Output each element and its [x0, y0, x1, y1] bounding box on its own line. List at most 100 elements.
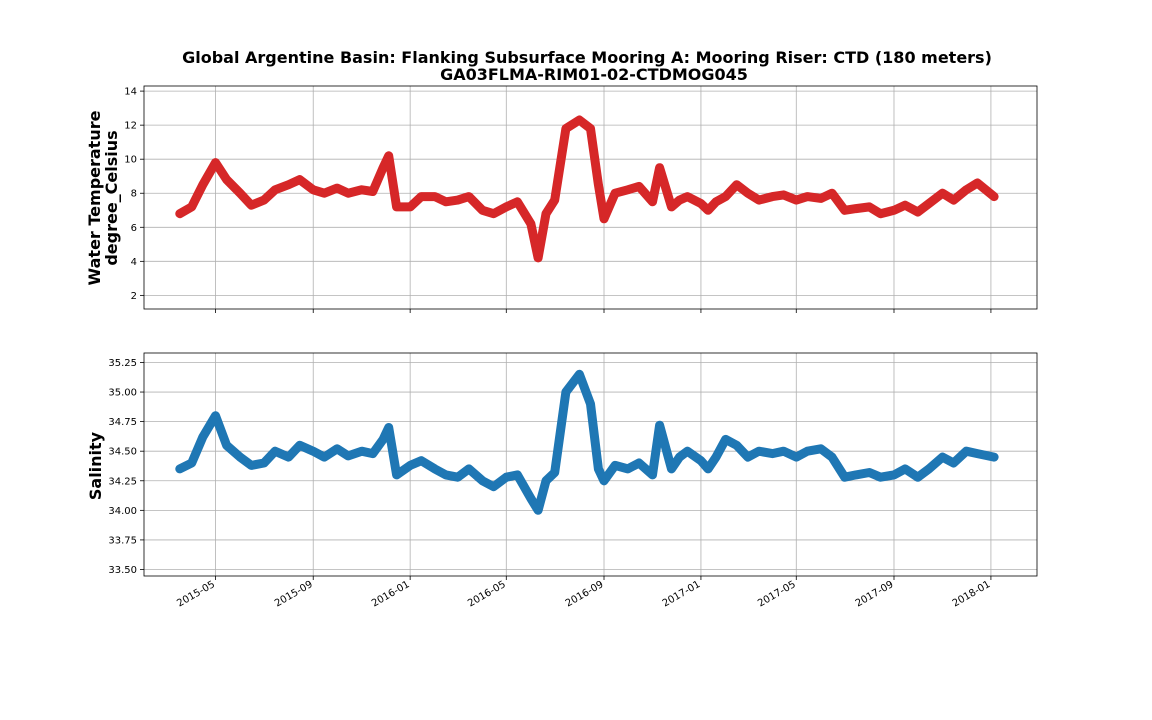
- data-point: [237, 190, 244, 197]
- data-point: [248, 202, 255, 209]
- data-point: [562, 389, 569, 396]
- y-tick-label: 35.25: [108, 358, 137, 369]
- data-point: [188, 460, 195, 467]
- data-point: [465, 465, 472, 472]
- data-point: [407, 203, 414, 210]
- data-point: [925, 200, 932, 207]
- data-point: [514, 198, 521, 205]
- data-point: [722, 193, 729, 200]
- temperature-y-ticks: 2 4 6 8 10 12 14: [124, 87, 144, 302]
- data-point: [793, 197, 800, 204]
- data-point: [744, 190, 751, 197]
- y-tick-label: 33.50: [108, 565, 137, 576]
- data-point: [713, 198, 720, 205]
- data-point: [285, 454, 292, 461]
- data-point: [334, 185, 341, 192]
- y-tick-label: 10: [124, 155, 137, 166]
- data-point: [733, 181, 740, 188]
- data-point: [866, 469, 873, 476]
- salinity-y-ticks: 33.50 33.75 34.00 34.25 34.50 34.75 35.00 35.25: [108, 358, 144, 576]
- data-point: [676, 454, 683, 461]
- data-point: [780, 191, 787, 198]
- data-point: [223, 176, 230, 183]
- data-point: [755, 197, 762, 204]
- data-point: [465, 193, 472, 200]
- data-point: [705, 465, 712, 472]
- data-point: [804, 193, 811, 200]
- x-tick-label: 2016-01: [370, 579, 412, 609]
- y-tick-label: 34.75: [108, 417, 137, 428]
- data-point: [188, 203, 195, 210]
- data-point: [635, 460, 642, 467]
- data-point: [296, 442, 303, 449]
- data-point: [407, 462, 414, 469]
- data-point: [684, 448, 691, 455]
- data-point: [877, 474, 884, 481]
- y-tick-label: 2: [131, 291, 137, 302]
- data-point: [877, 210, 884, 217]
- series-trace: [175, 115, 999, 263]
- data-point: [744, 454, 751, 461]
- data-point: [755, 448, 762, 455]
- data-point: [385, 152, 392, 159]
- data-point: [587, 400, 594, 407]
- data-point: [649, 471, 656, 478]
- data-point: [321, 190, 328, 197]
- data-point: [176, 210, 183, 217]
- data-point: [199, 433, 206, 440]
- data-point: [624, 465, 631, 472]
- data-point: [551, 197, 558, 204]
- data-point: [914, 208, 921, 215]
- data-point: [535, 254, 542, 261]
- data-point: [902, 202, 909, 209]
- data-point: [454, 474, 461, 481]
- data-point: [490, 210, 497, 217]
- chart-title: Global Argentine Basin: Flanking Subsurf…: [182, 48, 992, 67]
- data-point: [890, 471, 897, 478]
- data-point: [713, 454, 720, 461]
- x-tick-label: 2015-05: [175, 579, 217, 609]
- chart-subtitle: GA03FLMA-RIM01-02-CTDMOG045: [440, 65, 748, 84]
- y-tick-label: 34.50: [108, 447, 137, 458]
- data-point: [612, 462, 619, 469]
- data-point: [817, 445, 824, 452]
- data-point: [358, 186, 365, 193]
- data-point: [656, 422, 663, 429]
- data-point: [624, 186, 631, 193]
- data-point: [841, 207, 848, 214]
- data-point: [212, 159, 219, 166]
- data-point: [369, 450, 376, 457]
- data-point: [418, 193, 425, 200]
- data-point: [697, 457, 704, 464]
- data-point: [380, 436, 387, 443]
- data-point: [272, 186, 279, 193]
- data-point: [212, 412, 219, 419]
- data-point: [310, 186, 317, 193]
- data-point: [804, 448, 811, 455]
- data-point: [535, 507, 542, 514]
- data-point: [431, 193, 438, 200]
- data-point: [963, 448, 970, 455]
- salinity-ylabel: Salinity: [86, 431, 105, 500]
- data-point: [551, 469, 558, 476]
- data-point: [479, 477, 486, 484]
- data-point: [668, 203, 675, 210]
- salinity-axes-frame: [143, 352, 1038, 577]
- y-tick-label: 33.75: [108, 535, 137, 546]
- data-point: [595, 181, 602, 188]
- data-point: [974, 180, 981, 187]
- data-point: [296, 176, 303, 183]
- data-point: [479, 207, 486, 214]
- data-point: [345, 452, 352, 459]
- data-point: [527, 495, 534, 502]
- data-point: [852, 471, 859, 478]
- data-point: [431, 465, 438, 472]
- data-point: [442, 198, 449, 205]
- data-point: [321, 454, 328, 461]
- data-point: [543, 477, 550, 484]
- data-point: [576, 371, 583, 378]
- y-tick-label: 6: [131, 223, 137, 234]
- temperature-x-ticklines: [215, 309, 992, 313]
- data-point: [635, 183, 642, 190]
- y-tick-label: 4: [131, 257, 137, 268]
